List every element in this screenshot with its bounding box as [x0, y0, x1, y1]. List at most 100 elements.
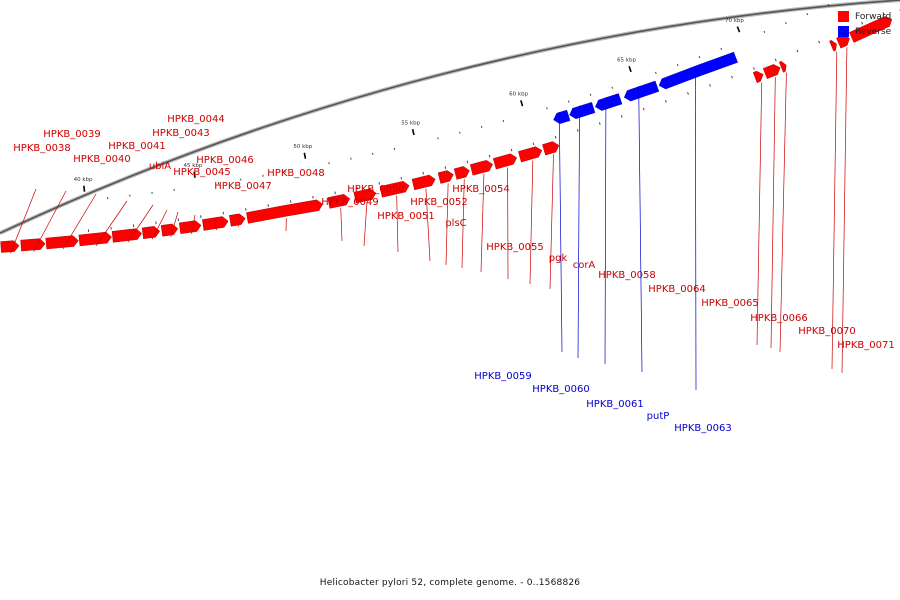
gene-label-hpkb_0049: HPKB_0049 — [321, 197, 378, 208]
major-tick — [193, 171, 196, 178]
feature-tick — [774, 58, 777, 62]
gene-label-ubia: ubiA — [149, 161, 171, 172]
gene-label-hpkb_0070: HPKB_0070 — [798, 326, 855, 337]
legend-reverse: Reverse — [838, 24, 891, 39]
gene-label-hpkb_0064: HPKB_0064 — [648, 284, 705, 295]
minor-tick — [763, 30, 766, 34]
major-tick — [628, 65, 632, 73]
label-connector — [33, 190, 67, 252]
gene-label-hpkb_0063: HPKB_0063 — [674, 423, 731, 434]
major-tick — [303, 152, 307, 159]
scale-label: 55 kbp — [401, 120, 420, 126]
major-tick — [83, 185, 86, 192]
gene-arrow-hpkb_0052 — [411, 174, 436, 191]
label-connector — [461, 179, 465, 269]
feature-tick — [598, 122, 601, 125]
gene-arrow-ubia — [111, 228, 142, 243]
forward-label: Forward — [855, 11, 892, 22]
scale-label: 65 kbp — [617, 58, 636, 64]
feature-tick — [664, 100, 667, 103]
gene-arrow-hpkb_0041 — [78, 231, 112, 247]
gene-arrow-cora — [518, 146, 543, 163]
gene-labels: HPKB_0038 HPKB_0039 HPKB_0040 HPKB_0041 ubiA… — [10, 47, 895, 434]
gene-label-hpkb_0043: HPKB_0043 — [152, 128, 209, 139]
feature-tick — [882, 12, 885, 15]
gene-arrow-hpkb_0039 — [20, 238, 46, 252]
label-connector — [396, 195, 399, 253]
label-connector — [604, 97, 607, 365]
label-connector — [558, 111, 563, 353]
label-connector — [529, 160, 534, 285]
gene-label-plsc: plsC — [445, 218, 466, 229]
label-connector — [425, 188, 431, 262]
label-connector — [127, 204, 154, 243]
feature-tick — [510, 148, 513, 152]
feature-tick — [422, 171, 425, 175]
gene-arrow-hpkb_0055 — [469, 160, 493, 176]
gene-label-hpkb_0058: HPKB_0058 — [598, 270, 655, 281]
feature-tick — [378, 182, 381, 185]
label-connector — [770, 77, 776, 349]
minor-tick — [676, 63, 679, 67]
gene-arrow-hpkb_0045 — [178, 220, 202, 235]
label-connector — [235, 222, 240, 227]
feature-tick — [488, 154, 491, 158]
gene-label-hpkb_0038: HPKB_0038 — [13, 143, 70, 154]
gene-arrow-hpkb_0064 — [752, 70, 764, 83]
feature-tick — [731, 75, 733, 79]
legend: Forward Reverse — [838, 9, 891, 39]
minor-tick — [546, 107, 548, 110]
gene-arrow-hpkb_0049 — [327, 194, 351, 209]
label-connector — [445, 183, 449, 266]
feature-tick — [796, 49, 799, 53]
feature-tick — [818, 40, 821, 44]
minor-tick — [806, 13, 809, 16]
feature-tick — [554, 135, 557, 139]
gene-label-hpkb_0061: HPKB_0061 — [586, 399, 643, 410]
label-connector — [213, 217, 218, 231]
minor-tick — [480, 125, 483, 129]
reverse-swatch — [838, 26, 849, 37]
minor-tick — [589, 93, 592, 96]
gene-arrow-plsc — [437, 170, 454, 184]
feature-tick — [861, 21, 864, 25]
gene-arrow-hpkb_0040 — [45, 235, 79, 250]
gene-label-hpkb_0059: HPKB_0059 — [474, 371, 531, 382]
gene-arrow-hpkb_0044 — [160, 223, 179, 237]
feature-tick — [642, 107, 645, 111]
minor-tick — [611, 86, 614, 89]
feature-tick — [356, 186, 358, 190]
gene-arrow-hpkb_0048 — [246, 199, 323, 224]
label-connector — [95, 200, 128, 246]
minor-tick — [827, 3, 830, 7]
feature-tick — [400, 176, 403, 180]
gene-arrow-hpkb_0047 — [229, 213, 246, 227]
feature-tick — [709, 84, 711, 87]
minor-tick — [655, 71, 657, 74]
label-connector — [695, 66, 697, 391]
minor-tick — [720, 47, 723, 50]
gene-label-pgk: pgk — [549, 253, 568, 264]
gene-arrow-hpkb_0070 — [829, 40, 837, 52]
feature-tick — [576, 129, 579, 132]
label-connector — [191, 214, 196, 234]
label-connector — [577, 105, 580, 359]
gene-arrow-pgk — [492, 153, 518, 170]
gene-label-hpkb_0044: HPKB_0044 — [167, 114, 224, 125]
gene-arrow-hpkb_0063 — [658, 51, 738, 90]
legend-forward: Forward — [838, 9, 891, 24]
gene-label-putp: putP — [647, 411, 670, 422]
label-connector — [831, 51, 838, 370]
gene-label-hpkb_0054: HPKB_0054 — [452, 184, 509, 195]
major-tick — [411, 128, 415, 136]
label-connector — [549, 154, 554, 290]
feature-tick — [444, 166, 447, 169]
scale-label: 60 kbp — [509, 92, 528, 98]
feature-tick — [466, 160, 469, 164]
gene-label-hpkb_0060: HPKB_0060 — [532, 384, 589, 395]
label-connector — [638, 86, 643, 373]
label-connector — [151, 209, 168, 240]
gene-label-hpkb_0041: HPKB_0041 — [108, 141, 165, 152]
gene-arrow-hpkb_0043 — [141, 226, 161, 240]
